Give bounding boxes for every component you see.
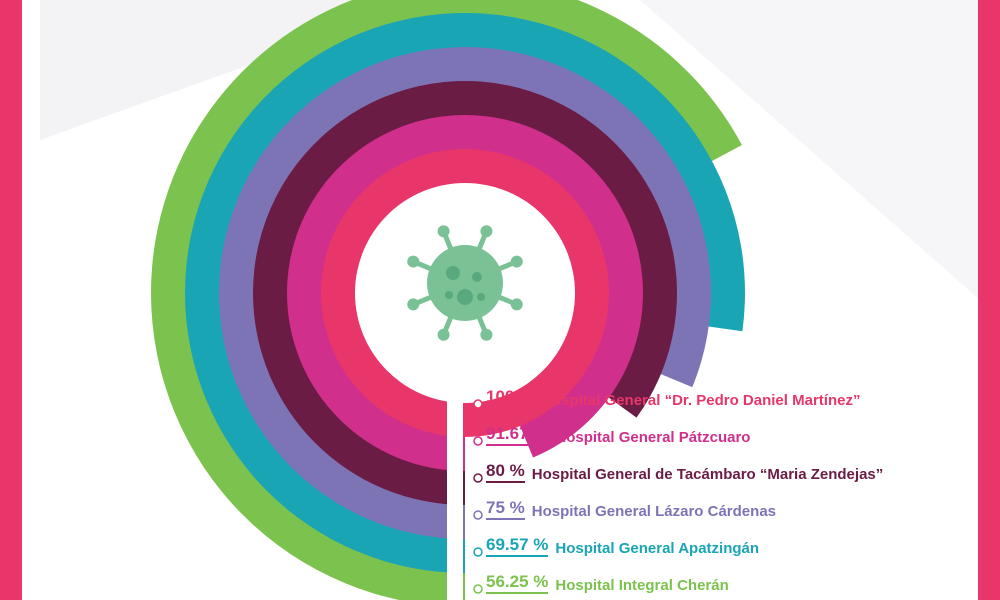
legend-marker bbox=[473, 510, 483, 520]
legend-hospital-name: Hospital General de Tacámbaro “Maria Zen… bbox=[531, 466, 884, 483]
legend-percent: 91.67 % bbox=[486, 424, 549, 446]
legend-marker bbox=[473, 399, 483, 409]
virus-spike-tip bbox=[437, 328, 450, 341]
legend-marker bbox=[473, 436, 483, 446]
ring-base bbox=[253, 293, 465, 505]
legend-hospital-name: Hospital General “Dr. Pedro Daniel Martí… bbox=[541, 392, 861, 409]
legend-hospital-name: Hospital General Apatzingán bbox=[555, 540, 760, 557]
legend-marker bbox=[473, 473, 483, 483]
virus-spike-tip bbox=[510, 298, 523, 311]
virus-spike-tip bbox=[437, 225, 450, 238]
virus-body bbox=[427, 245, 503, 321]
virus-spike-tip bbox=[480, 328, 493, 341]
virus-spot bbox=[457, 289, 473, 305]
virus-spot bbox=[477, 293, 485, 301]
legend-percent: 69.57 % bbox=[486, 535, 549, 557]
legend-hospital-name: Hospital General Pátzcuaro bbox=[555, 429, 751, 446]
ring-bar bbox=[253, 81, 677, 418]
ring-base bbox=[185, 293, 465, 573]
legend-row: 100 % Hospital General “Dr. Pedro Daniel … bbox=[473, 383, 861, 409]
legend-percent: 56.25 % bbox=[486, 572, 549, 594]
legend-marker bbox=[473, 584, 483, 594]
left-frame-border bbox=[0, 0, 22, 600]
legend-marker bbox=[473, 547, 483, 557]
virus-spike-tip bbox=[407, 298, 420, 311]
ring-base bbox=[219, 293, 465, 539]
virus-spot bbox=[446, 266, 460, 280]
legend-hospital-name: Hospital General Lázaro Cárdenas bbox=[531, 503, 776, 520]
right-frame-border bbox=[978, 0, 1000, 600]
legend-percent: 75 % bbox=[486, 498, 525, 520]
legend-row: 75 % Hospital General Lázaro Cárdenas bbox=[473, 494, 776, 520]
legend-hospital-name: Hospital Integral Cherán bbox=[555, 577, 729, 594]
virus-spot bbox=[445, 291, 453, 299]
virus-spike-tip bbox=[407, 255, 420, 268]
virus-spike-tip bbox=[480, 225, 493, 238]
legend-row: 91.67 % Hospital General Pátzcuaro bbox=[473, 420, 751, 446]
ring-base bbox=[321, 293, 465, 437]
legend-percent: 80 % bbox=[486, 461, 525, 483]
legend-row: 56.25 % Hospital Integral Cherán bbox=[473, 568, 729, 594]
virus-spike-tip bbox=[510, 255, 523, 268]
virus-spot bbox=[472, 272, 482, 282]
legend-percent: 100 % bbox=[486, 387, 535, 409]
background-facet bbox=[640, 0, 980, 300]
legend-row: 69.57 % Hospital General Apatzingán bbox=[473, 531, 760, 557]
label-stem bbox=[447, 375, 463, 600]
legend-row: 80 % Hospital General de Tacámbaro “Maria… bbox=[473, 457, 884, 483]
virus-icon bbox=[407, 225, 523, 341]
